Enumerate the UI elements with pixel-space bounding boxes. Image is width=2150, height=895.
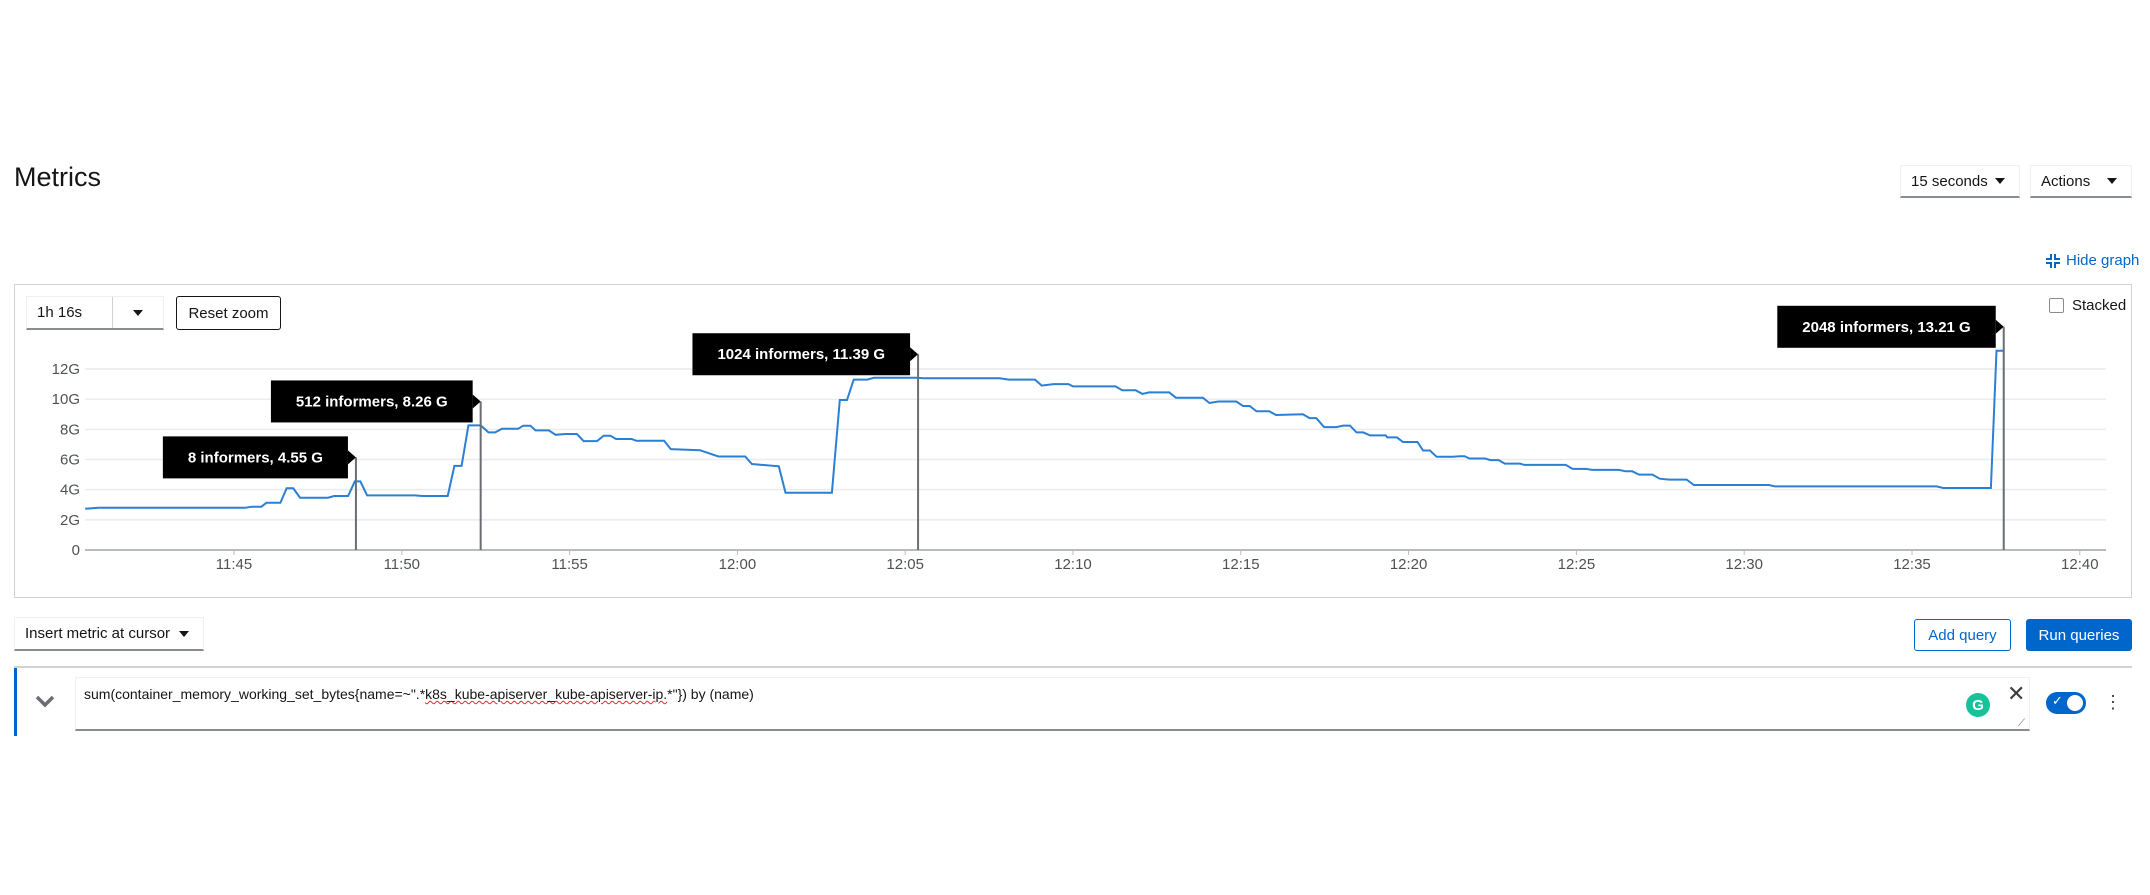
metrics-chart[interactable]: 0 2G 4G 6G 8G 10G 12G 11:45 11:50 11:55 12:00 12:05… [14,284,2132,598]
annotation-tooltip: 2048 informers, 13.21 G [1777,305,2004,348]
caret-down-icon [2107,178,2117,184]
query-expr-start: sum(container_memory_working_set_bytes{n… [84,686,426,702]
annotation-box [1777,305,1996,348]
x-tick-label: 12:00 [719,556,757,573]
caret-down-icon [133,309,143,316]
annotation-arrow [910,347,919,362]
query-expr-misspelled: k8s_kube-apiserver_kube-apiserver-ip. [425,686,668,702]
insert-metric-dropdown[interactable]: Insert metric at cursor [14,617,204,651]
insert-metric-label: Insert metric at cursor [25,625,171,642]
resize-handle-icon[interactable]: ⟋ [2018,718,2025,729]
graph-card: 0 2G 4G 6G 8G 10G 12G 11:45 11:50 11:55 12:00 12:05… [14,284,2132,598]
y-tick-label: 0 [72,542,80,559]
y-tick-label: 12G [52,361,80,378]
x-tick-label: 11:45 [216,556,252,573]
x-tick-label: 12:30 [1725,556,1763,573]
annotation-tooltip: 8 informers, 4.55 G [162,436,356,479]
annotation-box [270,380,473,423]
toggle-knob [2067,695,2083,711]
annotation-arrow [1995,319,2004,334]
annotation-box [162,436,348,479]
annotation-label: 1024 informers, 11.39 G [717,346,885,363]
x-tick-label: 12:15 [1222,556,1260,573]
actions-label: Actions [2041,172,2091,190]
annotation-label: 2048 informers, 13.21 G [1802,319,1970,336]
x-tick-label: 12:40 [2061,556,2099,573]
query-row-accent [14,668,17,736]
stacked-checkbox[interactable]: Stacked [2049,297,2126,314]
y-tick-label: 8G [60,421,80,438]
annotation-box [692,333,911,376]
checkbox-icon[interactable] [2049,298,2064,313]
stacked-label: Stacked [2072,297,2127,314]
annotation-label: 512 informers, 8.26 G [296,393,448,410]
time-range-value: 1h 16s [37,304,83,321]
actions-dropdown[interactable]: Actions [2030,165,2132,198]
grammarly-icon[interactable]: G [1966,693,1990,717]
refresh-interval-value: 15 seconds [1911,172,1988,190]
y-tick-label: 10G [52,391,80,408]
y-tick-label: 4G [60,482,80,499]
hide-graph-button[interactable]: Hide graph [2046,252,2139,269]
query-enabled-toggle[interactable]: ✓ [2046,692,2086,714]
kebab-menu-icon[interactable]: ⋮ [2104,692,2122,712]
series-line [85,349,2004,510]
y-tick-label: 2G [60,512,80,529]
annotation-arrow [347,450,356,465]
x-tick-label: 11:55 [551,556,587,573]
x-tick-label: 12:10 [1054,556,1092,573]
compress-icon [2046,253,2060,268]
close-icon[interactable]: ✕ [2007,681,2026,706]
divider [14,666,2132,668]
time-range-toggle[interactable] [112,297,163,328]
x-tick-label: 12:35 [1893,556,1931,573]
reset-zoom-button[interactable]: Reset zoom [176,296,281,330]
chevron-down-icon[interactable] [34,690,56,712]
annotation-tooltip: 1024 informers, 11.39 G [692,333,919,376]
query-input[interactable]: sum(container_memory_working_set_bytes{n… [75,677,2030,731]
page-title: Metrics [14,162,101,192]
add-query-button[interactable]: Add query [1914,619,2011,651]
refresh-interval-dropdown[interactable]: 15 seconds [1900,165,2020,198]
annotation-arrow [472,394,481,409]
check-icon: ✓ [2052,693,2063,708]
run-queries-button[interactable]: Run queries [2026,619,2132,651]
time-range-dropdown[interactable]: 1h 16s [26,296,164,330]
annotation-label: 8 informers, 4.55 G [188,449,323,466]
x-tick-label: 11:50 [384,556,420,573]
x-tick-label: 12:25 [1558,556,1596,573]
y-tick-label: 6G [60,452,80,469]
caret-down-icon [1995,178,2005,184]
x-tick-label: 12:20 [1390,556,1428,573]
caret-down-icon [179,630,189,637]
x-tick-label: 12:05 [886,556,924,573]
annotation-tooltip: 512 informers, 8.26 G [270,380,481,423]
hide-graph-label: Hide graph [2066,252,2140,269]
query-expr-end: *"}) by (name) [667,686,754,702]
